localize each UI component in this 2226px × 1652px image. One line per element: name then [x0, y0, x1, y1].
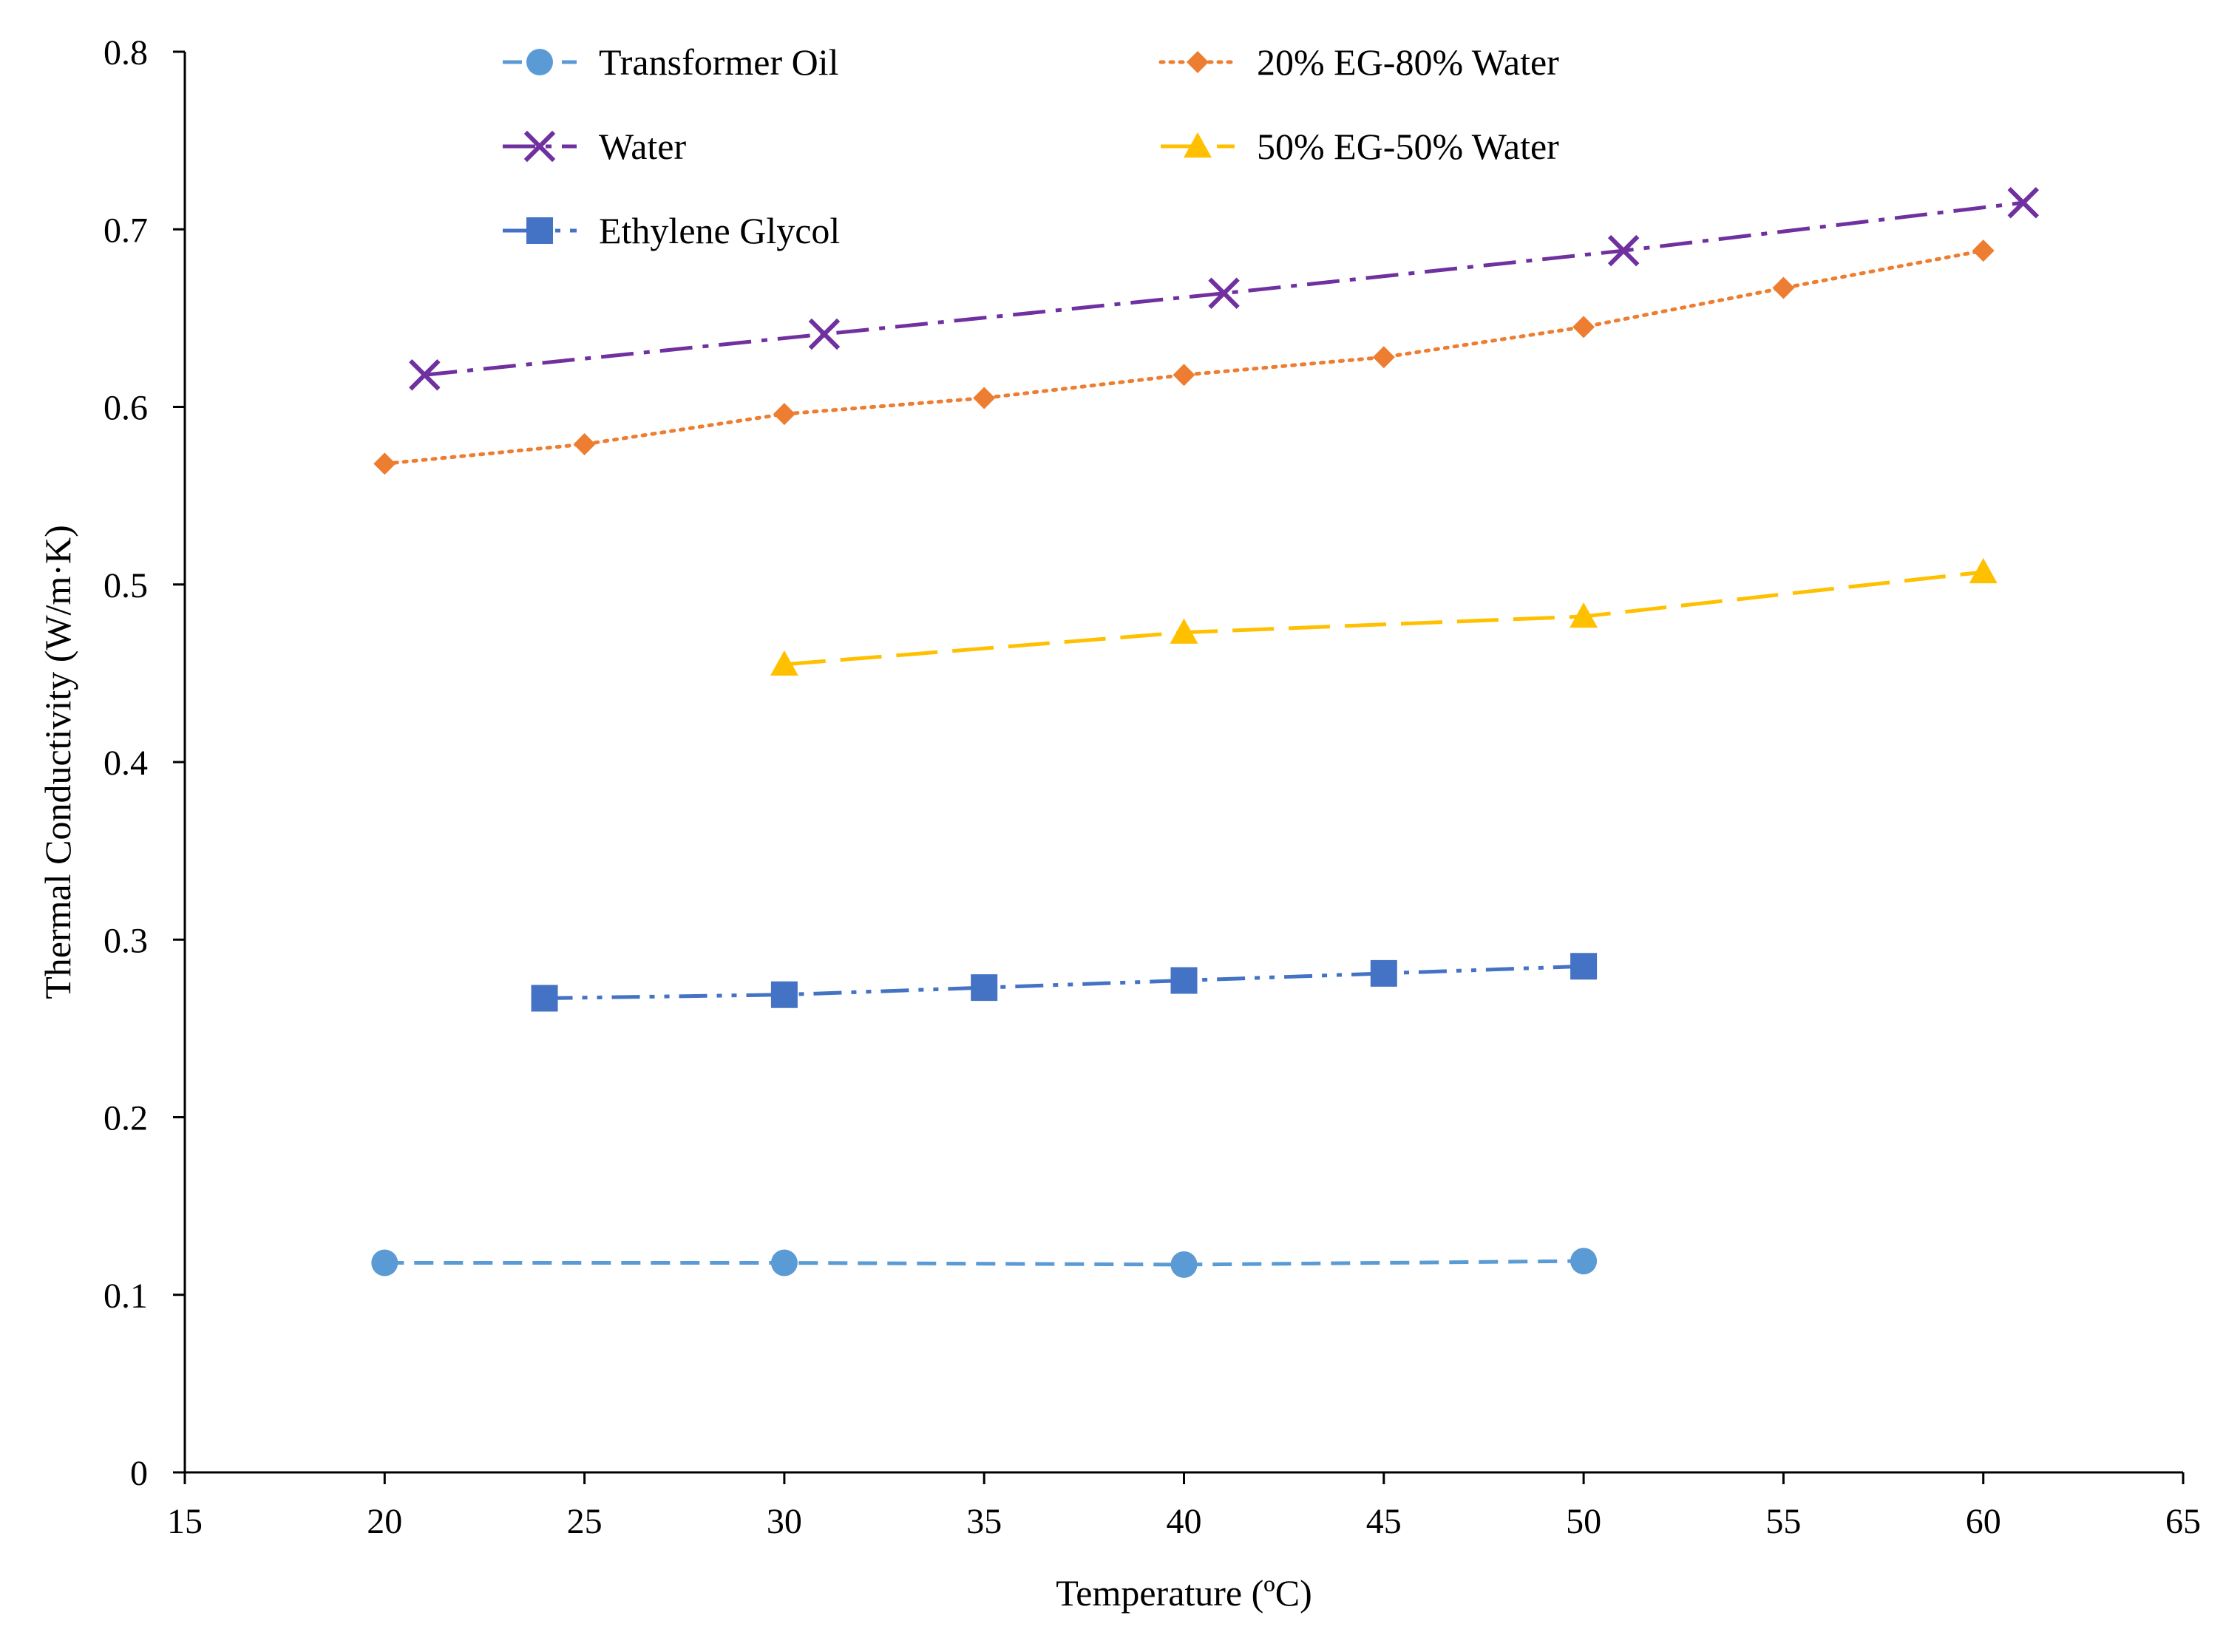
legend-marker: [523, 130, 556, 163]
y-tick-label: 0: [130, 1454, 148, 1493]
legend-item: Transformer Oil: [503, 41, 839, 83]
data-point: [1570, 602, 1598, 628]
x-tick-label: 30: [767, 1502, 802, 1541]
x-tick-label: 55: [1765, 1502, 1801, 1541]
legend-item: 50% EG-50% Water: [1161, 126, 1559, 167]
y-axis-title: Thermal Conductivity (W/m·K): [37, 525, 78, 999]
legend: Transformer Oil 20% EG-80% Water Water 50% …: [503, 41, 1559, 251]
legend-item: Water: [503, 126, 686, 167]
y-tick-label: 0.7: [104, 211, 148, 250]
series-4: [531, 953, 1598, 1012]
legend-marker: [1187, 51, 1209, 73]
data-point: [1372, 346, 1395, 369]
data-point: [371, 1249, 398, 1277]
x-tick-label: 25: [567, 1502, 603, 1541]
data-point: [1969, 557, 1998, 584]
data-point: [1170, 618, 1198, 644]
data-point: [1772, 276, 1795, 299]
data-point: [971, 974, 998, 1002]
x-tick-label: 15: [167, 1502, 203, 1541]
series-1: [373, 239, 1995, 475]
series-0: [371, 1248, 1598, 1278]
series-3: [770, 557, 1998, 676]
y-tick-label: 0.3: [104, 921, 148, 960]
data-point: [1572, 316, 1595, 339]
legend-label: 20% EG-80% Water: [1257, 41, 1559, 83]
series-line: [784, 570, 1984, 667]
data-point: [1972, 239, 1995, 262]
x-tick-label: 60: [1966, 1502, 2001, 1541]
legend-label: Water: [599, 126, 686, 167]
series-line: [544, 964, 1584, 1001]
x-tick-label: 35: [966, 1502, 1002, 1541]
data-point: [973, 387, 996, 409]
data-point: [373, 452, 396, 475]
data-point: [1173, 364, 1195, 387]
data-point: [770, 1249, 798, 1277]
x-tick-label: 20: [367, 1502, 402, 1541]
legend-label: 50% EG-50% Water: [1257, 126, 1559, 167]
legend-marker: [1184, 132, 1212, 158]
legend-item: 20% EG-80% Water: [1158, 41, 1559, 83]
y-tick-label: 0.2: [104, 1099, 148, 1138]
data-point: [770, 981, 798, 1008]
legend-label: Ethylene Glycol: [599, 210, 840, 251]
x-axis-title: Temperature (ºC): [1056, 1572, 1312, 1614]
series-line: [424, 200, 2024, 377]
data-point: [531, 985, 558, 1012]
data-point: [1570, 953, 1598, 980]
x-tick-label: 45: [1366, 1502, 1402, 1541]
y-tick-label: 0.4: [104, 744, 148, 783]
series-2: [409, 186, 2040, 391]
data-point: [1208, 277, 1240, 309]
data-point: [1170, 1251, 1198, 1278]
data-point: [1607, 234, 1640, 267]
x-tick-label: 50: [1566, 1502, 1601, 1541]
data-point: [770, 650, 798, 676]
y-tick-label: 0.8: [104, 33, 148, 72]
x-tick-label: 40: [1167, 1502, 1202, 1541]
legend-marker: [526, 217, 553, 244]
data-point: [573, 432, 596, 455]
legend-marker: [526, 49, 553, 75]
y-tick-label: 0.6: [104, 389, 148, 428]
y-tick-label: 0.5: [104, 566, 148, 605]
ticks-layer: 0 0.1 0.2 0.3 0.4 0.5 0.6 0.7 0.8 15 20 25 30 35 40 45 5…: [104, 33, 2201, 1541]
legend-label: Transformer Oil: [599, 41, 839, 83]
data-point: [1570, 1248, 1598, 1275]
series-line: [384, 1259, 1584, 1267]
series-line: [382, 248, 1986, 466]
series-layer: [371, 186, 2040, 1278]
y-tick-label: 0.1: [104, 1277, 148, 1316]
x-tick-label: 65: [2165, 1502, 2201, 1541]
data-point: [1170, 967, 1198, 994]
data-point: [1370, 959, 1397, 987]
data-point: [409, 359, 441, 391]
data-point: [808, 318, 841, 350]
legend-item: Ethylene Glycol: [503, 210, 840, 251]
data-point: [773, 403, 795, 426]
data-point: [2007, 186, 2040, 219]
